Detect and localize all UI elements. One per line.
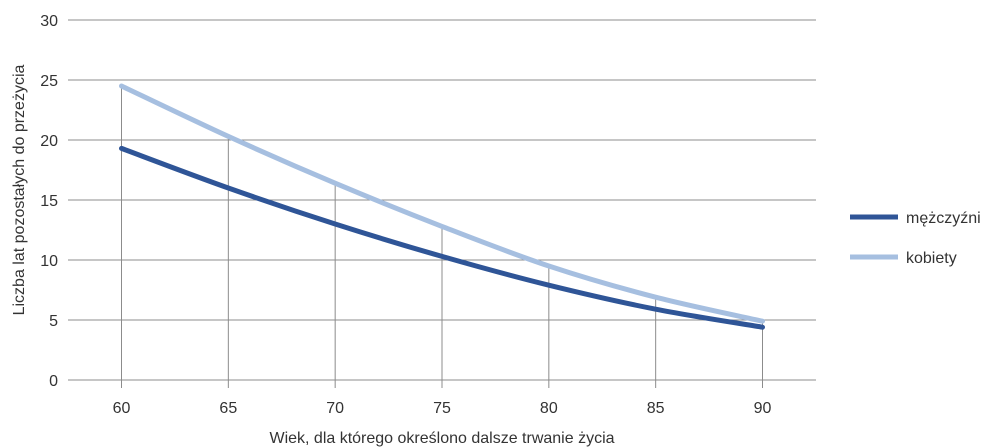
legend-label: kobiety [906, 250, 957, 267]
x-tick-label: 80 [540, 400, 558, 417]
y-tick-label: 30 [40, 13, 58, 30]
series-line-0 [119, 145, 765, 330]
y-tick-label: 5 [49, 313, 58, 330]
y-tick-label: 25 [40, 73, 58, 90]
x-tick-label: 85 [647, 400, 665, 417]
x-tick-label: 60 [113, 400, 131, 417]
y-tick-label: 15 [40, 193, 58, 210]
y-tick-label: 10 [40, 253, 58, 270]
x-tick-label: 70 [326, 400, 344, 417]
x-tick-label: 90 [754, 400, 772, 417]
x-tick-label: 75 [433, 400, 451, 417]
y-tick-label: 20 [40, 133, 58, 150]
y-axis-label: Liczba lat pozostałych do przeżycia [11, 65, 28, 316]
legend: mężczyźni kobiety [850, 210, 981, 267]
y-axis-ticks: 0 5 10 15 20 25 30 [40, 13, 58, 390]
x-tick-label: 65 [219, 400, 237, 417]
x-axis-ticks: 60 65 70 75 80 85 90 [113, 400, 772, 417]
x-axis-label: Wiek, dla którego określono dalsze trwan… [269, 430, 614, 447]
series-line-1 [119, 83, 765, 324]
series-lines [119, 83, 765, 330]
y-tick-label: 0 [49, 373, 58, 390]
legend-label: mężczyźni [906, 210, 981, 227]
